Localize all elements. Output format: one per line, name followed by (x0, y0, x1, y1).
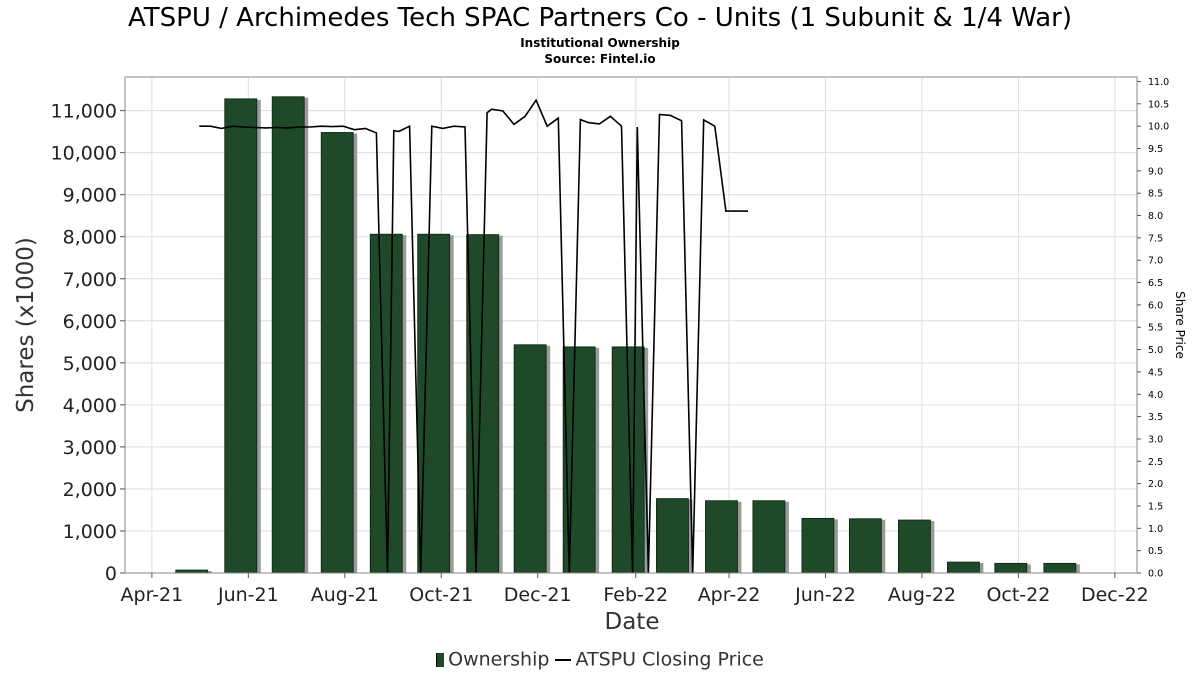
x-tick-label: Aug-21 (311, 584, 379, 606)
ownership-bar (752, 500, 786, 574)
y2-tick-label: 3.5 (1148, 412, 1163, 423)
x-tick-label: Oct-21 (409, 584, 473, 606)
y2-tick-label: 1.5 (1148, 501, 1163, 512)
ownership-bar (897, 519, 931, 574)
y-tick-label: 2,000 (63, 479, 117, 501)
y-tick-label: 8,000 (63, 227, 117, 249)
y-tick-label: 7,000 (63, 269, 117, 291)
y2-tick-label: 11.0 (1148, 77, 1169, 88)
bottom-axis: Apr-21 Jun-21 Aug-21 Oct-21 Dec-21 Feb-22 Apr-… (121, 573, 1149, 606)
y2-tick-label: 1.0 (1148, 524, 1163, 535)
x-axis-title: Date (605, 609, 660, 635)
right-axis: 0.0 0.5 1.0 1.5 2.0 2.5 3.0 3.5 4.0 4.5 5.0 5.5 6.0 6… (1137, 77, 1169, 580)
ownership-bar (224, 98, 258, 574)
y-axis-title: Shares (x1000) (13, 237, 39, 413)
x-tick-label: Dec-22 (1081, 584, 1149, 606)
plot-frame (124, 76, 1138, 574)
y2-tick-label: 4.0 (1148, 390, 1163, 401)
legend-price-swatch (555, 658, 572, 661)
y2-tick-label: 5.5 (1148, 323, 1163, 334)
y2-axis-title: Share Price (1173, 291, 1187, 359)
y2-tick-label: 8.5 (1148, 189, 1163, 200)
y-tick-label: 11,000 (51, 101, 117, 123)
chart-source: Source: Fintel.io (544, 52, 656, 66)
y-tick-label: 4,000 (63, 395, 117, 417)
y2-tick-label: 6.5 (1148, 278, 1163, 289)
y-tick-label: 1,000 (63, 521, 117, 543)
ownership-bar (848, 518, 882, 574)
x-tick-label: Apr-21 (121, 584, 184, 606)
x-tick-label: Dec-21 (504, 584, 572, 606)
left-axis: 0 1,000 2,000 3,000 4,000 5,000 6,000 7,000 8,00… (51, 101, 125, 585)
y-tick-label: 5,000 (63, 353, 117, 375)
y-tick-label: 0 (105, 563, 117, 585)
ownership-bar (994, 562, 1028, 574)
ownership-bar (946, 561, 980, 574)
ownership-bar (1043, 562, 1077, 574)
y2-tick-label: 6.0 (1148, 300, 1163, 311)
y2-tick-label: 2.5 (1148, 457, 1163, 468)
ownership-bar (417, 233, 451, 574)
legend: Ownership ATSPU Closing Price (0, 646, 1200, 673)
x-tick-label: Oct-22 (986, 584, 1050, 606)
ownership-bar (656, 498, 689, 574)
y2-tick-label: 3.0 (1148, 434, 1163, 445)
y2-tick-label: 4.5 (1148, 367, 1163, 378)
y2-tick-label: 10.5 (1148, 99, 1169, 110)
y2-tick-label: 0.0 (1148, 569, 1163, 580)
ownership-bar (801, 517, 835, 574)
y2-tick-label: 9.0 (1148, 166, 1163, 177)
chart-subtitle: Institutional Ownership (520, 36, 680, 50)
chart-title: ATSPU / Archimedes Tech SPAC Partners Co… (128, 3, 1072, 33)
legend-ownership-swatch (436, 652, 445, 667)
y2-tick-label: 10.0 (1148, 122, 1169, 133)
y-tick-label: 6,000 (63, 311, 117, 333)
y2-tick-label: 2.0 (1148, 479, 1163, 490)
ownership-bar (320, 132, 354, 574)
x-tick-label: Feb-22 (603, 584, 668, 606)
y2-tick-label: 8.0 (1148, 211, 1163, 222)
y-tick-label: 10,000 (51, 143, 117, 165)
y2-tick-label: 5.0 (1148, 345, 1163, 356)
ownership-chart: 0 1,000 2,000 3,000 4,000 5,000 6,000 7,000 8,00… (13, 76, 1187, 635)
y2-tick-label: 7.5 (1148, 233, 1163, 244)
x-tick-label: Aug-22 (888, 584, 956, 606)
y2-tick-label: 7.0 (1148, 256, 1163, 267)
y2-tick-label: 9.5 (1148, 144, 1163, 155)
x-tick-label: Jun-22 (794, 584, 856, 606)
y-tick-label: 9,000 (63, 185, 117, 207)
bars-layer (175, 96, 1080, 574)
ownership-bar (513, 344, 547, 574)
x-tick-label: Jun-21 (217, 584, 279, 606)
legend-price-label: ATSPU Closing Price (575, 648, 764, 671)
y2-tick-label: 0.5 (1148, 546, 1163, 557)
y-tick-label: 3,000 (63, 437, 117, 459)
ownership-bar (705, 500, 738, 574)
ownership-bar (271, 96, 305, 574)
legend-ownership-label: Ownership (448, 648, 550, 671)
x-tick-label: Apr-22 (698, 584, 761, 606)
